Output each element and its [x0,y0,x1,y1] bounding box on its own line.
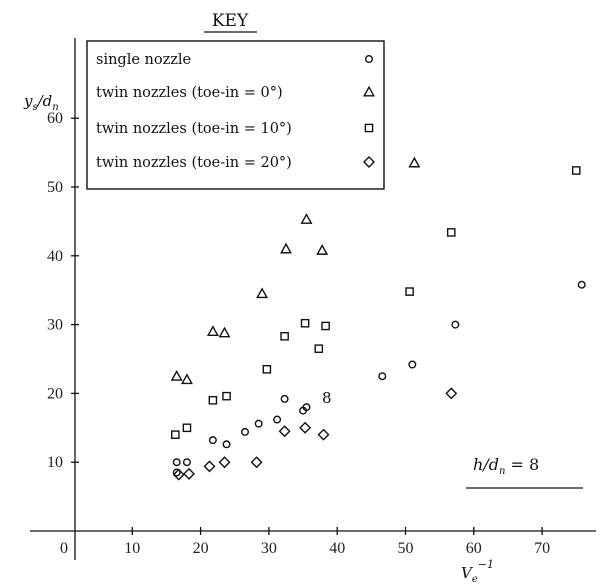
circle-data-point [577,280,586,289]
circle-data-point [451,320,460,329]
x-tick-label: 50 [398,540,414,557]
y-tick-label: 40 [47,248,63,265]
x-tick-label: 70 [534,540,550,557]
diamond-data-point [203,460,216,473]
square-data-point [571,166,581,175]
legend: single nozzle twin nozzles (toe-in = 0°)… [86,40,385,190]
y-tick-label: 10 [47,454,63,471]
key-title: KEY [212,11,249,31]
diamond-data-point [299,421,312,434]
circle-data-point [302,403,311,412]
diamond-data-point [317,428,330,441]
y-tick-label: 20 [47,385,63,402]
x-tick-label: 20 [193,540,209,557]
diamond-data-point [250,456,263,469]
circle-data-point [172,458,181,467]
diamond-data-point [172,468,185,481]
circle-data-point [222,440,231,449]
triangle-data-point [180,373,193,385]
legend-circle-marker [365,55,374,64]
x-tick-label: 60 [466,540,482,557]
square-data-point [446,228,456,237]
legend-label-single: single nozzle [96,52,191,68]
diamond-data-point [278,425,291,438]
square-data-point [262,365,272,374]
circle-data-point [254,419,263,428]
circle-data-point [378,372,387,381]
square-data-point [405,287,414,296]
x-axis-label: Ve−1 [461,558,494,584]
triangle-data-point [218,326,231,338]
square-data-point [300,318,310,328]
legend-box [86,40,385,190]
triangle-data-point [408,156,421,168]
square-data-point [208,395,218,405]
circle-data-point [240,427,249,436]
x-tick-label: 30 [261,540,277,557]
y-tick-label: 30 [47,317,63,334]
y-tick-label: 60 [47,110,63,127]
legend-square-marker [364,123,374,133]
square-data-point [171,430,180,439]
circle-data-point [182,458,191,467]
square-data-point [280,331,289,341]
legend-label-toe20: twin nozzles (toe-in = 20°) [96,155,292,171]
square-data-point [182,423,192,433]
circle-data-point [280,394,289,403]
triangle-data-point [279,242,292,254]
y-tick-label: 50 [47,179,63,196]
diamond-data-point [218,456,231,469]
circle-data-point [273,415,282,424]
circle-data-point [408,360,417,369]
legend-label-toe10: twin nozzles (toe-in = 10°) [96,121,292,137]
point-annotation: 8 [322,389,332,407]
legend-label-toe0: twin nozzles (toe-in = 0°) [96,85,283,101]
legend-diamond-marker [363,156,375,168]
circle-data-point [208,436,217,445]
triangle-data-point [170,369,183,381]
parameter-annotation: h/dn = 8 [473,455,539,477]
square-data-point [314,344,324,353]
triangle-data-point [316,244,329,255]
x-tick-label: 0 [60,540,68,557]
square-data-point [321,321,330,331]
triangle-data-point [300,213,313,224]
x-tick-label: 10 [124,540,140,557]
triangle-data-point [206,325,219,337]
legend-triangle-marker [363,85,375,97]
diamond-data-point [182,467,195,480]
y-axis-label: ys/dn [23,92,59,113]
x-tick-label: 40 [329,540,345,557]
square-data-point [222,391,231,401]
triangle-data-point [256,287,269,299]
diamond-data-point [445,387,458,400]
circle-data-point [172,468,181,477]
